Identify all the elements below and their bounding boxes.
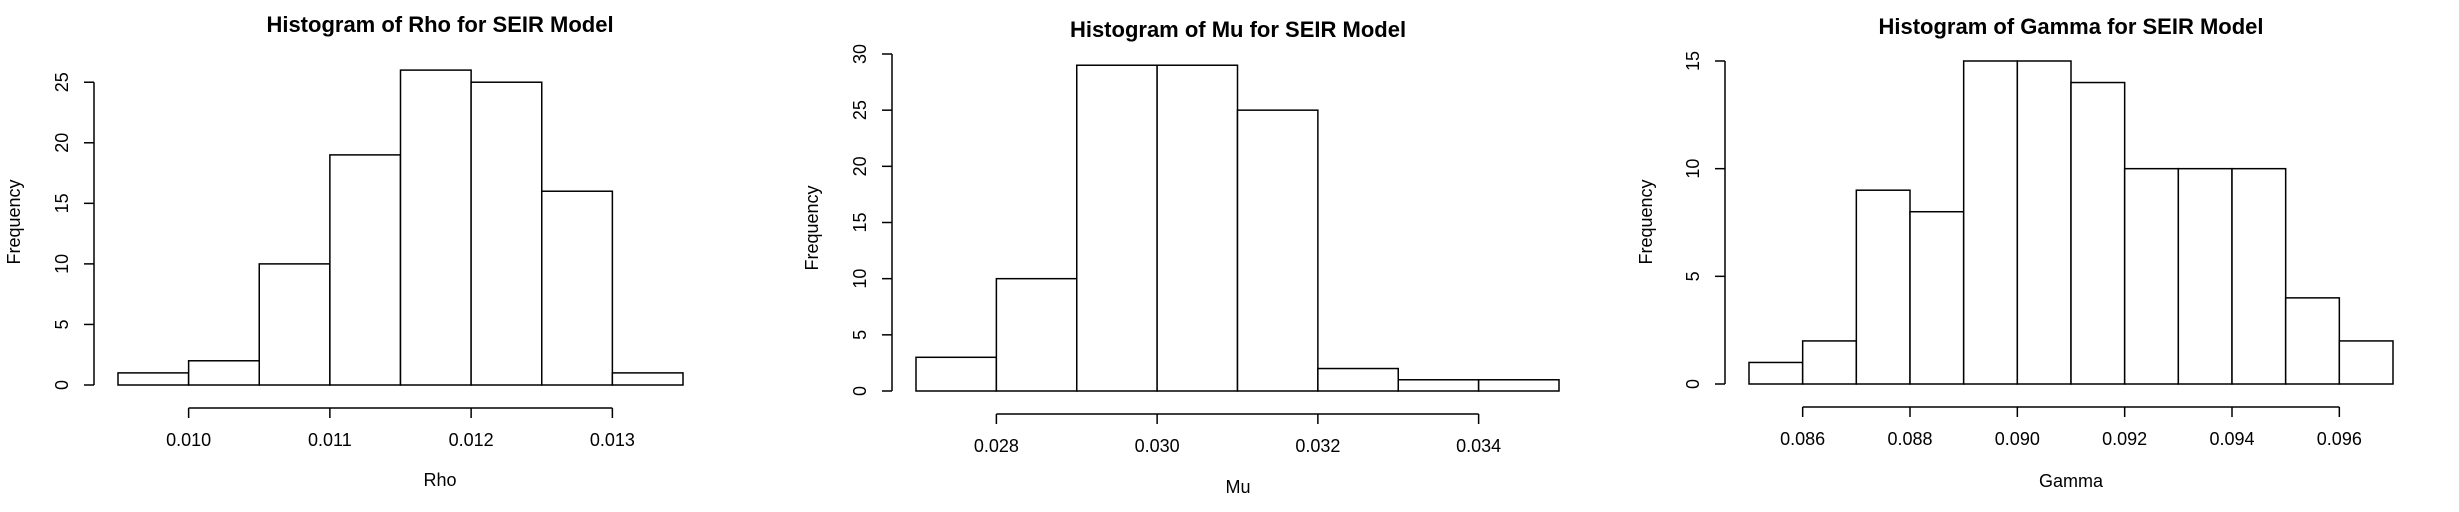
- y-tick-label: 20: [850, 156, 870, 176]
- y-axis-label: Frequency: [802, 185, 822, 270]
- y-tick-label: 0: [1683, 379, 1703, 389]
- x-tick-label: 0.096: [2317, 429, 2362, 449]
- histogram-bar: [995, 277, 1078, 392]
- x-tick-label: 0.088: [1887, 429, 1932, 449]
- histogram-bar: [2016, 60, 2072, 385]
- y-tick-label: 30: [850, 44, 870, 64]
- y-axis-label: Frequency: [4, 179, 24, 264]
- histogram-bar: [1477, 379, 1560, 392]
- y-tick-label: 15: [850, 212, 870, 232]
- histogram-bar: [1317, 367, 1399, 392]
- x-axis-label: Mu: [1225, 477, 1250, 497]
- y-tick-label: 0: [850, 386, 870, 396]
- histogram-bar: [399, 69, 472, 386]
- x-tick-label: 0.094: [2209, 429, 2254, 449]
- histogram-bar: [329, 154, 402, 386]
- y-tick-label: 10: [1683, 159, 1703, 179]
- histogram-bar: [1748, 361, 1804, 385]
- x-tick-label: 0.032: [1295, 436, 1340, 456]
- y-tick-label: 5: [1683, 271, 1703, 281]
- x-tick-label: 0.011: [308, 430, 352, 450]
- histogram-bar: [2177, 167, 2233, 385]
- y-tick-label: 10: [52, 254, 72, 274]
- chart-title: Histogram of Rho for SEIR Model: [266, 12, 613, 37]
- histogram-bar: [2284, 297, 2341, 385]
- chart-title: Histogram of Mu for SEIR Model: [1070, 17, 1406, 42]
- histogram-bar: [1397, 379, 1480, 392]
- y-axis-label: Frequency: [1636, 179, 1656, 264]
- y-tick-label: 25: [52, 72, 72, 92]
- histogram-bar: [187, 360, 260, 386]
- histogram-bar: [611, 372, 684, 386]
- histogram-bar: [470, 81, 543, 386]
- histogram-bar: [117, 372, 190, 386]
- histogram-bar: [2123, 167, 2180, 385]
- x-tick-label: 0.092: [2102, 429, 2147, 449]
- y-tick-label: 0: [52, 380, 72, 390]
- x-tick-label: 0.030: [1135, 436, 1180, 456]
- histogram-bar: [258, 263, 331, 386]
- histogram-bar: [1855, 189, 1911, 385]
- histogram-bar: [2338, 340, 2394, 385]
- x-tick-label: 0.086: [1780, 429, 1825, 449]
- histogram-bar: [541, 190, 614, 386]
- histogram-bar: [1076, 64, 1158, 392]
- histogram-bar: [2231, 167, 2287, 385]
- x-axis-label: Rho: [423, 470, 456, 490]
- histogram-bar: [2070, 81, 2126, 385]
- x-tick-label: 0.012: [449, 430, 494, 450]
- y-tick-label: 15: [52, 193, 72, 213]
- x-tick-label: 0.034: [1456, 436, 1501, 456]
- histogram-bar: [1801, 340, 1858, 385]
- y-tick-label: 25: [850, 100, 870, 120]
- y-tick-label: 15: [1683, 51, 1703, 71]
- x-tick-label: 0.028: [974, 436, 1019, 456]
- y-tick-label: 10: [850, 269, 870, 289]
- histogram-bar: [1962, 60, 2019, 385]
- histogram-bar: [1236, 109, 1319, 392]
- x-tick-label: 0.090: [1995, 429, 2040, 449]
- histogram-bar: [1909, 210, 1965, 385]
- histogram-bar: [1156, 64, 1239, 392]
- chart-title: Histogram of Gamma for SEIR Model: [1878, 14, 2263, 39]
- x-tick-label: 0.013: [590, 430, 635, 450]
- y-tick-label: 20: [52, 133, 72, 153]
- x-axis-label: Gamma: [2039, 471, 2104, 491]
- histogram-bar: [915, 356, 998, 392]
- y-tick-label: 5: [850, 330, 870, 340]
- x-tick-label: 0.010: [166, 430, 211, 450]
- y-tick-label: 5: [52, 319, 72, 329]
